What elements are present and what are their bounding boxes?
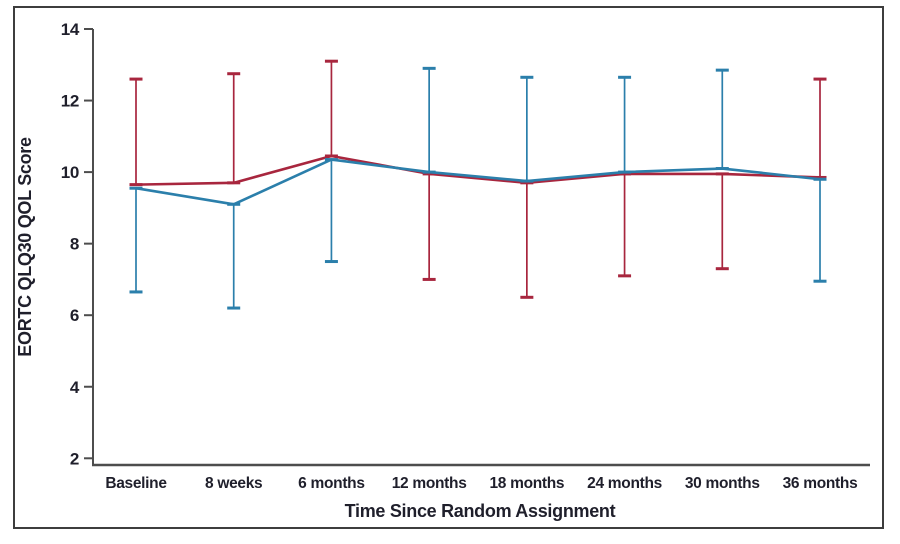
y-tick-label: 8 <box>70 235 79 254</box>
x-axis-label: Time Since Random Assignment <box>345 501 616 521</box>
y-tick-label: 12 <box>61 92 79 111</box>
y-axis-label: EORTC QLQ30 QOL Score <box>15 137 35 357</box>
y-tick-label: 4 <box>70 378 80 397</box>
category-label: 36 months <box>783 475 858 492</box>
plot-area: 2 4 6 8 10 12 14 Baseline 8 weeks 6 months 12 mont… <box>61 20 870 492</box>
y-tick-label: 6 <box>70 306 79 325</box>
y-tick-label: 2 <box>70 449 79 468</box>
blue-series-line <box>135 158 821 206</box>
category-label: 24 months <box>587 475 662 492</box>
category-label: 8 weeks <box>205 475 262 492</box>
red-series-line <box>135 154 821 186</box>
category-label: 12 months <box>392 475 467 492</box>
category-label: Baseline <box>105 475 167 492</box>
y-tick-label: 10 <box>61 163 79 182</box>
y-tick-label: 14 <box>61 20 80 39</box>
category-label: 18 months <box>489 475 564 492</box>
category-label: 6 months <box>298 475 365 492</box>
figure-border <box>13 6 884 529</box>
category-label: 30 months <box>685 475 760 492</box>
